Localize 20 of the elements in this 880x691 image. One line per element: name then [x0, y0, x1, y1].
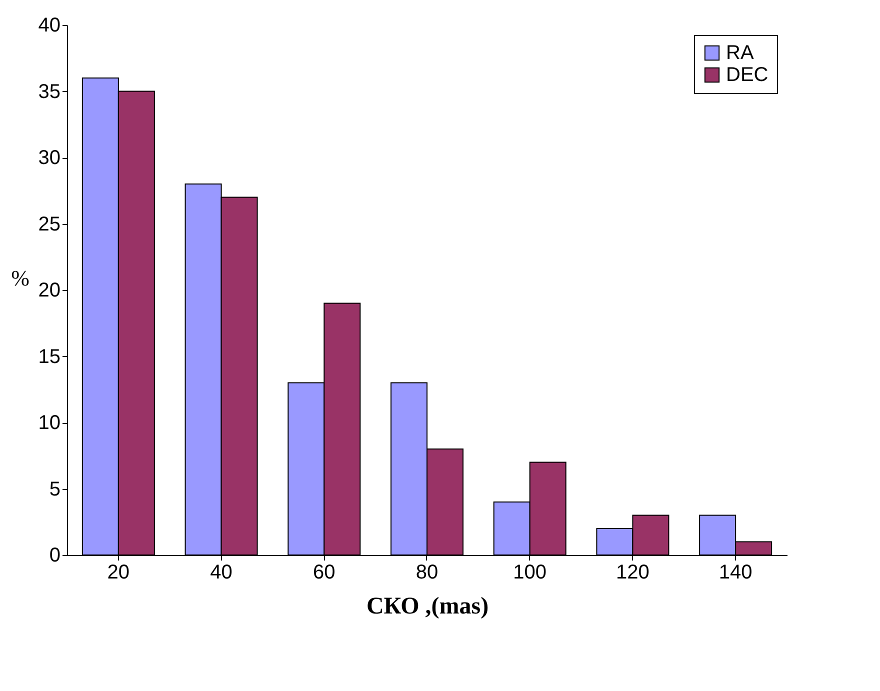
y-tick-label: 15 [38, 346, 60, 368]
y-tick-label: 30 [38, 147, 60, 169]
x-tick-label: 80 [416, 562, 438, 584]
x-tick-label: 140 [718, 562, 752, 584]
legend-label: RA [726, 42, 754, 64]
x-tick-label: 40 [210, 562, 232, 584]
x-axis-title: СКО ,(mas) [366, 594, 489, 620]
y-tick-label: 25 [38, 213, 60, 236]
y-tick-label: 10 [38, 412, 60, 434]
y-tick-label: 20 [38, 280, 60, 302]
x-tick-label: 60 [313, 562, 336, 584]
x-tick-label: 120 [616, 562, 650, 584]
y-axis-title: % [11, 266, 30, 290]
x-tick-label: 20 [107, 562, 130, 584]
x-tick-label: 100 [513, 562, 547, 584]
y-tick-label: 0 [49, 544, 60, 566]
legend-label: DEC [726, 64, 768, 86]
y-tick-label: 35 [38, 80, 60, 103]
y-tick-label: 5 [49, 478, 60, 500]
y-tick-label: 40 [38, 14, 60, 36]
